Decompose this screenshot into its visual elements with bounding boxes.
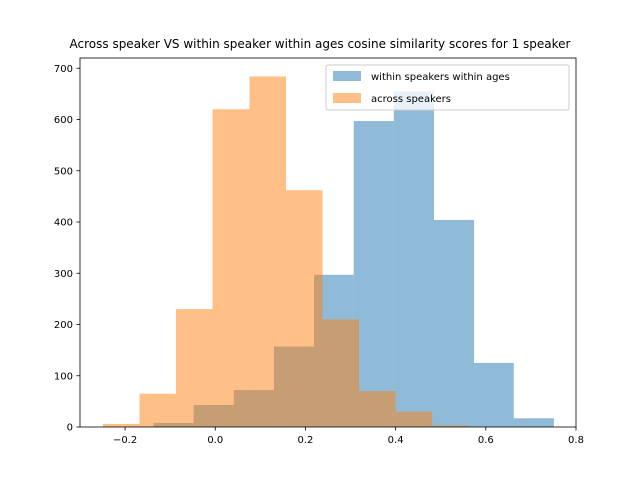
y-tick-label: 700 bbox=[54, 64, 73, 75]
legend-swatch bbox=[333, 93, 361, 103]
y-tick-label: 200 bbox=[54, 320, 73, 331]
y-tick-label: 300 bbox=[54, 269, 73, 280]
histogram-bar bbox=[513, 418, 554, 427]
bars-layer bbox=[103, 76, 554, 428]
histogram-bar bbox=[322, 319, 360, 428]
histogram-bar bbox=[359, 391, 396, 428]
legend-box bbox=[325, 64, 570, 111]
axes-frame bbox=[79, 57, 577, 428]
x-tick-label: 0.8 bbox=[568, 435, 584, 446]
histogram-bar bbox=[249, 76, 287, 427]
axes-layer: −0.2 0.0 0.2 0.4 0.6 0.8 0 100 200 300 400 500 600 70… bbox=[54, 57, 584, 446]
legend: within speakers within ages across speake… bbox=[325, 64, 570, 111]
histogram-bar bbox=[432, 425, 469, 427]
histogram-bar bbox=[103, 423, 140, 427]
histogram-bar bbox=[393, 91, 434, 427]
histogram-bar bbox=[286, 190, 323, 427]
x-tick-label: 0.6 bbox=[478, 435, 494, 446]
y-tick-label: 400 bbox=[54, 218, 73, 229]
histogram-bar bbox=[176, 309, 213, 428]
chart-title: Across speaker VS within speaker within … bbox=[70, 37, 571, 51]
histogram-bar bbox=[212, 109, 250, 427]
x-tick-label: 0.4 bbox=[388, 435, 404, 446]
y-tick-label: 500 bbox=[54, 166, 73, 177]
y-tick-label: 100 bbox=[54, 371, 73, 382]
legend-swatch bbox=[333, 71, 361, 81]
x-tick-label: −0.2 bbox=[113, 435, 137, 446]
x-tick-label: 0.2 bbox=[298, 435, 314, 446]
series-across-speakers bbox=[103, 76, 469, 428]
x-tick-label: 0.0 bbox=[207, 435, 223, 446]
histogram-bar bbox=[353, 121, 394, 427]
y-tick-label: 0 bbox=[67, 423, 73, 434]
legend-label: within speakers within ages bbox=[371, 72, 510, 83]
histogram-bar bbox=[139, 393, 177, 427]
legend-label: across speakers bbox=[371, 94, 451, 105]
histogram-bar bbox=[395, 411, 433, 428]
y-tick-label: 600 bbox=[54, 115, 73, 126]
histogram-bar bbox=[474, 362, 514, 427]
histogram-bar bbox=[433, 219, 475, 427]
